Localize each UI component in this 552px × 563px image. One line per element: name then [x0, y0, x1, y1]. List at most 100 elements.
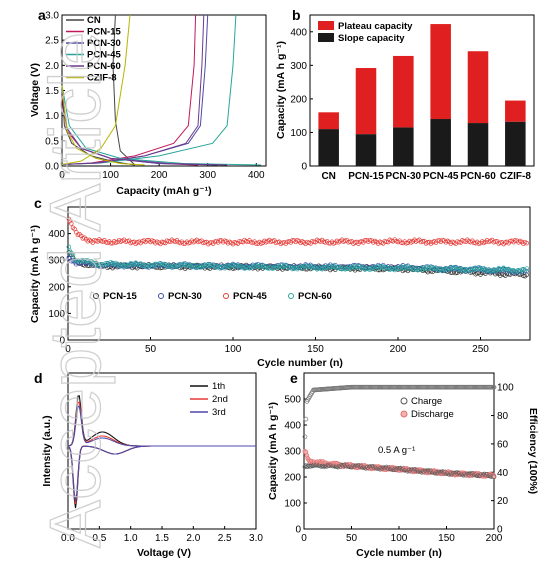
- bar-slope-capacity: [393, 127, 414, 166]
- x-axis-ticks: 0.0 0.5 1.0 1.5 2.0 2.5 3.0: [61, 526, 263, 544]
- x-tick-label: 250: [472, 344, 489, 355]
- data-point-pcn-45: [524, 240, 529, 246]
- data-point-pcn-60: [468, 267, 473, 273]
- data-point-pcn-60: [451, 265, 457, 270]
- x-category-label: PCN-15: [348, 171, 384, 182]
- x-category-label: PCN-45: [423, 171, 459, 182]
- y-axis-label: Capacity (mA h g⁻¹): [29, 225, 41, 323]
- legend-label: CZIF-8: [87, 73, 117, 84]
- y-tick-label: 400: [284, 421, 301, 432]
- x-tick-label: 0: [301, 533, 307, 544]
- data-point-charge: [491, 474, 497, 480]
- data-point-pcn-45: [108, 241, 114, 246]
- data-point-pcn-45: [456, 239, 462, 245]
- right-axis-ticks: 0 20 40 60 80 100: [491, 383, 514, 536]
- x-tick-label: 0: [59, 170, 65, 181]
- legend-label: PCN-15: [87, 27, 122, 38]
- legend-label: Slope capacity: [338, 33, 405, 44]
- bar-plateau-capacity: [393, 55, 414, 128]
- y-tick-label: 0: [301, 162, 307, 173]
- y-tick-label: 100: [290, 128, 307, 139]
- series-line-pcn-60-charge: [61, 14, 205, 165]
- y-axis-label: Voltage (V): [29, 63, 41, 117]
- bar-slope-capacity: [430, 119, 451, 166]
- bar-plateau-capacity: [505, 100, 526, 122]
- series-line-cn-discharge: [61, 85, 135, 166]
- x-tick-label: 100: [391, 533, 408, 544]
- data-point-pcn-60: [286, 264, 292, 270]
- watermark: Accepted Article: [36, 32, 116, 548]
- legend: 1th 2nd 3rd: [190, 381, 228, 418]
- legend-label: PCN-60: [87, 61, 121, 72]
- legend-label: PCN-45: [87, 50, 122, 61]
- x-tick-label: 400: [248, 170, 265, 181]
- x-tick-label: 100: [102, 170, 119, 181]
- bar-slope-capacity: [318, 129, 339, 166]
- data-point-pcn-45: [66, 216, 72, 222]
- y-tick-label: 1.0: [45, 111, 59, 122]
- x-tick-label: 50: [145, 344, 157, 355]
- data-point-charge: [302, 464, 308, 470]
- panel-d: d 0.0 0.5 1.0 1.5 2.0 2.5 3.0 1th 2nd 3rd Voltag…: [34, 370, 263, 559]
- y-tick-label: 0.5: [45, 136, 59, 147]
- data-point-pcn-45: [202, 240, 208, 245]
- series-line-czif-8-discharge: [61, 85, 145, 166]
- legend-swatch: [318, 33, 334, 42]
- x-tick-label: 300: [199, 170, 216, 181]
- panel-letter: a: [38, 7, 46, 23]
- x-tick-label: 1.0: [124, 533, 138, 544]
- data-point-pcn-60: [524, 266, 529, 271]
- data-point-pcn-45: [347, 239, 353, 244]
- data-point-pcn-45: [144, 237, 150, 243]
- x-axis-categories: CN PCN-15 PCN-30 PCN-45 PCN-60 CZIF-8: [321, 171, 531, 182]
- x-axis-label: Voltage (V): [137, 547, 191, 559]
- series-lines: [61, 14, 262, 166]
- y-axis-ticks: 0 100 200 300 400: [290, 27, 313, 173]
- series-points: [302, 384, 497, 480]
- right-tick-label: 60: [497, 439, 509, 450]
- y-tick-label: 300: [290, 61, 307, 72]
- right-axis-label: Efficiency (100%): [527, 408, 539, 494]
- data-point-pcn-45: [384, 239, 389, 245]
- x-axis-label: Cycle number (n): [356, 547, 442, 559]
- legend: Charge Discharge: [400, 396, 454, 420]
- x-tick-label: 200: [486, 533, 503, 544]
- x-category-label: PCN-30: [386, 171, 422, 182]
- legend-marker: [400, 397, 408, 405]
- y-tick-label: 400: [290, 27, 307, 38]
- plot-frame: [67, 206, 531, 341]
- right-tick-label: 0: [497, 525, 503, 536]
- y-tick-label: 100: [284, 499, 301, 510]
- y-tick-label: 1.5: [45, 86, 59, 97]
- y-tick-label: 0.0: [45, 162, 59, 173]
- y-axis-label: Capacity (mA h g⁻¹): [267, 402, 279, 500]
- x-axis-label: Capacity (mAh g⁻¹): [116, 185, 211, 197]
- data-point-pcn-60: [504, 267, 510, 272]
- x-axis-ticks: 0 50 100 150 200 250: [65, 337, 489, 355]
- data-point-pcn-45: [311, 239, 317, 245]
- x-tick-label: 50: [346, 533, 358, 544]
- y-axis-ticks: 0 100 200 300 400: [48, 229, 71, 347]
- y-tick-label: 200: [284, 473, 301, 484]
- plot-frame: [309, 14, 535, 167]
- series-line-cn-charge: [112, 14, 136, 166]
- legend-label: CN: [87, 15, 101, 26]
- panel-a: a 0 100 200 300 400 0.0 0.5 1.0 1.5 2.0 2.5 3.0 CN…: [29, 7, 267, 197]
- x-category-label: CZIF-8: [500, 171, 532, 182]
- x-tick-label: 100: [225, 344, 242, 355]
- legend-label: PCN-30: [87, 38, 121, 49]
- x-tick-label: 2.5: [218, 533, 232, 544]
- legend-label: 2nd: [212, 394, 228, 405]
- legend-marker: [93, 293, 99, 299]
- y-tick-label: 2.0: [45, 61, 59, 72]
- legend-marker: [288, 293, 294, 299]
- data-point-pcn-45: [476, 241, 482, 246]
- x-tick-label: 2.0: [186, 533, 200, 544]
- legend-label: PCN-30: [168, 291, 202, 302]
- panel-e: e 0 50 100 150 200 0 100 200 300 400 500 0 20 40 60 8…: [267, 370, 539, 559]
- y-tick-label: 400: [48, 229, 65, 240]
- x-tick-label: 0.0: [61, 533, 75, 544]
- bar-plateau-capacity: [355, 68, 377, 135]
- bar-plateau-capacity: [318, 112, 339, 130]
- x-tick-label: 200: [151, 170, 168, 181]
